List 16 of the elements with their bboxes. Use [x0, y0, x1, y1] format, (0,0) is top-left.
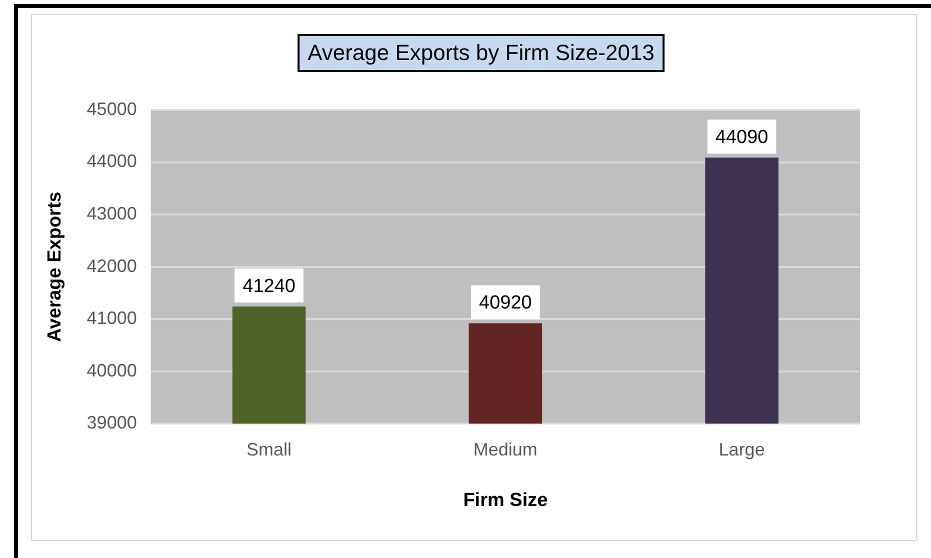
y-tick-label: 43000	[86, 204, 137, 224]
y-axis-title: Average Exports	[44, 192, 66, 342]
x-tick-label: Small	[246, 439, 292, 460]
y-tick-label: 40000	[86, 360, 137, 380]
data-label: 44090	[715, 126, 768, 148]
data-label: 41240	[242, 276, 296, 297]
data-label: 40920	[479, 292, 532, 314]
y-tick-label: 45000	[86, 98, 137, 119]
y-tick-label: 39000	[86, 412, 137, 433]
y-tick-label: 41000	[86, 308, 137, 328]
chart-title: Average Exports by Firm Size-2013	[298, 34, 664, 72]
x-axis-title: Firm Size	[463, 490, 548, 511]
x-tick-label: Medium	[473, 439, 538, 460]
y-tick-label: 44000	[86, 151, 137, 172]
y-tick-label: 42000	[86, 256, 137, 276]
x-tick-label: Large	[718, 439, 765, 460]
